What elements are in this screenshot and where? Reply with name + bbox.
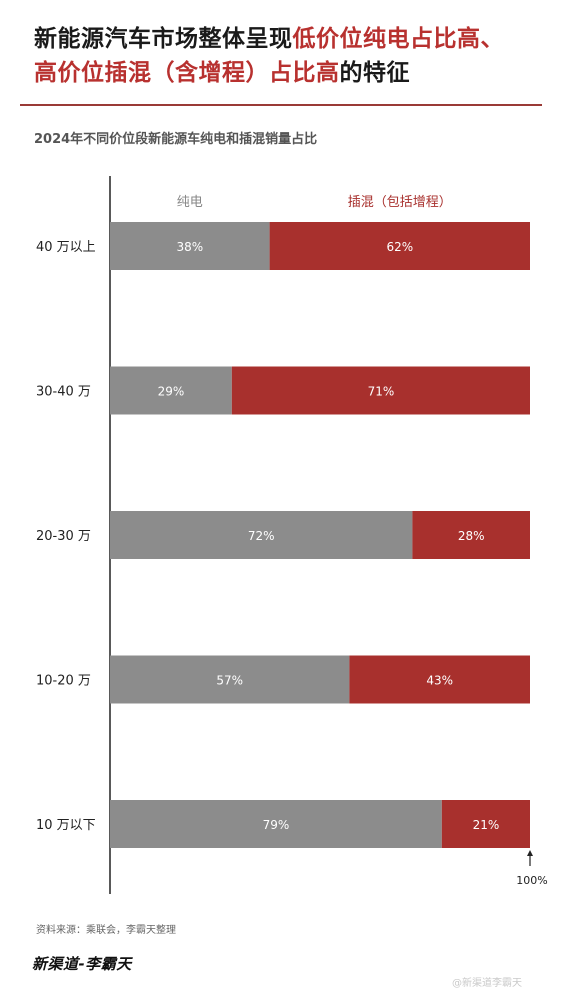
data-label: 72% xyxy=(248,529,275,543)
title-divider xyxy=(20,104,542,106)
plot-area: 纯电 插混（包括增程） 40 万以上 38% 62% 30-40 万 29% 71% 20-30… xyxy=(36,176,548,894)
category-label: 40 万以上 xyxy=(36,240,96,255)
bar-segment xyxy=(269,222,530,270)
bar-segment xyxy=(110,800,442,848)
title-part1: 新能源汽车市场整体呈现 xyxy=(34,26,293,52)
end-marker-arrow-head xyxy=(527,850,533,856)
title-highlight2: 高价位插混（含增程）占比高 xyxy=(34,60,340,86)
data-label: 57% xyxy=(216,674,243,688)
bar-segment xyxy=(231,366,531,415)
category-label: 10-20 万 xyxy=(36,674,91,689)
brand-logo: 新渠道-李霸天 xyxy=(32,955,132,973)
bar-segment xyxy=(110,222,270,270)
bar-segment xyxy=(110,655,350,704)
legend-label-1: 插混（包括增程） xyxy=(348,195,452,210)
bar-segment xyxy=(412,511,530,559)
legend-label-0: 纯电 xyxy=(177,195,203,210)
end-marker-label: 100% xyxy=(516,874,547,887)
category-label: 20-30 万 xyxy=(36,529,91,544)
chart-subtitle: 2024年不同价位段新能源车纯电和插混销量占比 xyxy=(34,132,318,147)
category-label: 10 万以下 xyxy=(36,818,96,833)
bar-segment xyxy=(441,800,530,848)
title-part2: 的特征 xyxy=(339,60,410,86)
bar-segment xyxy=(349,655,530,704)
data-label: 21% xyxy=(473,818,500,832)
source-note: 资料来源：乘联会，李霸天整理 xyxy=(36,925,176,936)
category-label: 30-40 万 xyxy=(36,385,91,400)
bar-segment xyxy=(110,511,413,559)
data-label: 71% xyxy=(368,385,395,399)
chart-title: 新能源汽车市场整体呈现低价位纯电占比高、 高价位插混（含增程）占比高的特征 xyxy=(34,22,544,90)
title-highlight1: 低价位纯电占比高、 xyxy=(292,26,504,52)
data-label: 62% xyxy=(386,240,413,254)
data-label: 28% xyxy=(458,529,485,543)
data-label: 29% xyxy=(158,385,185,399)
data-label: 43% xyxy=(426,674,453,688)
data-label: 79% xyxy=(263,818,290,832)
data-label: 38% xyxy=(176,240,203,254)
weibo-watermark: @新渠道李霸天 xyxy=(452,978,522,989)
bar-segment xyxy=(110,366,232,415)
